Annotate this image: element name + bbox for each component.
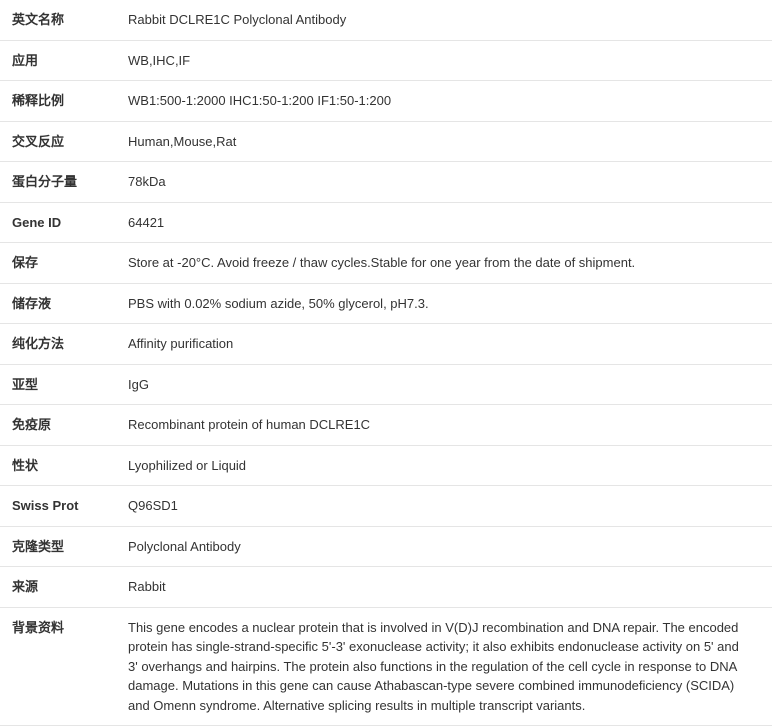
spec-value: Store at -20°C. Avoid freeze / thaw cycl… <box>120 243 772 284</box>
spec-value: Rabbit DCLRE1C Polyclonal Antibody <box>120 0 772 40</box>
spec-value: Affinity purification <box>120 324 772 365</box>
spec-value: Lyophilized or Liquid <box>120 445 772 486</box>
spec-value: IgG <box>120 364 772 405</box>
spec-label: 来源 <box>0 567 120 608</box>
spec-value: WB,IHC,IF <box>120 40 772 81</box>
spec-value: This gene encodes a nuclear protein that… <box>120 607 772 726</box>
spec-label: 免疫原 <box>0 405 120 446</box>
spec-value: 64421 <box>120 202 772 243</box>
spec-label: 储存液 <box>0 283 120 324</box>
spec-value: Recombinant protein of human DCLRE1C <box>120 405 772 446</box>
spec-table: 英文名称 Rabbit DCLRE1C Polyclonal Antibody … <box>0 0 772 726</box>
table-row: Swiss Prot Q96SD1 <box>0 486 772 527</box>
spec-table-body: 英文名称 Rabbit DCLRE1C Polyclonal Antibody … <box>0 0 772 726</box>
table-row: 性状 Lyophilized or Liquid <box>0 445 772 486</box>
spec-label: 保存 <box>0 243 120 284</box>
spec-label: 克隆类型 <box>0 526 120 567</box>
spec-label: Gene ID <box>0 202 120 243</box>
table-row: 蛋白分子量 78kDa <box>0 162 772 203</box>
spec-label: 应用 <box>0 40 120 81</box>
table-row: 交叉反应 Human,Mouse,Rat <box>0 121 772 162</box>
table-row: 来源 Rabbit <box>0 567 772 608</box>
table-row: 应用 WB,IHC,IF <box>0 40 772 81</box>
table-row: 储存液 PBS with 0.02% sodium azide, 50% gly… <box>0 283 772 324</box>
spec-label: 纯化方法 <box>0 324 120 365</box>
table-row: 克隆类型 Polyclonal Antibody <box>0 526 772 567</box>
spec-value: Polyclonal Antibody <box>120 526 772 567</box>
table-row: 亚型 IgG <box>0 364 772 405</box>
table-row: 免疫原 Recombinant protein of human DCLRE1C <box>0 405 772 446</box>
spec-label: 蛋白分子量 <box>0 162 120 203</box>
table-row: 稀释比例 WB1:500-1:2000 IHC1:50-1:200 IF1:50… <box>0 81 772 122</box>
table-row: 纯化方法 Affinity purification <box>0 324 772 365</box>
table-row: 英文名称 Rabbit DCLRE1C Polyclonal Antibody <box>0 0 772 40</box>
spec-label: Swiss Prot <box>0 486 120 527</box>
spec-label: 稀释比例 <box>0 81 120 122</box>
table-row: 背景资料 This gene encodes a nuclear protein… <box>0 607 772 726</box>
spec-value: 78kDa <box>120 162 772 203</box>
spec-value: Q96SD1 <box>120 486 772 527</box>
spec-label: 交叉反应 <box>0 121 120 162</box>
spec-label: 亚型 <box>0 364 120 405</box>
spec-label: 英文名称 <box>0 0 120 40</box>
spec-label: 性状 <box>0 445 120 486</box>
table-row: 保存 Store at -20°C. Avoid freeze / thaw c… <box>0 243 772 284</box>
spec-value: PBS with 0.02% sodium azide, 50% glycero… <box>120 283 772 324</box>
table-row: Gene ID 64421 <box>0 202 772 243</box>
spec-label: 背景资料 <box>0 607 120 726</box>
spec-value: Human,Mouse,Rat <box>120 121 772 162</box>
spec-value: WB1:500-1:2000 IHC1:50-1:200 IF1:50-1:20… <box>120 81 772 122</box>
spec-value: Rabbit <box>120 567 772 608</box>
